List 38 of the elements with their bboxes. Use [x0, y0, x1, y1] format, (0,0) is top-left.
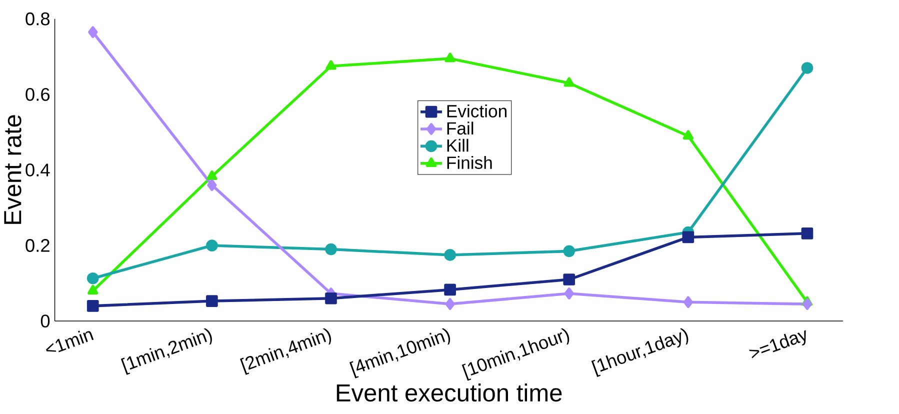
point: [444, 249, 456, 262]
y-tick-label: 0.2: [26, 239, 50, 252]
point: [206, 170, 218, 180]
point: [86, 272, 99, 284]
y-tick-label: 0: [40, 314, 50, 328]
legend-label: Eviction: [447, 104, 506, 118]
y-axis-title: Event rate: [4, 115, 22, 224]
point: [325, 244, 337, 256]
point: [801, 228, 814, 240]
point: [86, 300, 99, 312]
y-tick-label: 0.4: [26, 164, 50, 177]
point: [325, 292, 337, 305]
point: [445, 298, 455, 310]
point: [88, 26, 98, 38]
x-tick-label: <1min: [46, 330, 94, 352]
x-axis-title: Event execution time: [336, 384, 562, 402]
point: [682, 130, 694, 140]
point: [326, 60, 336, 70]
point: [563, 274, 576, 286]
x-tick-label: >=1day: [749, 330, 806, 359]
point: [682, 231, 694, 244]
point: [802, 298, 812, 310]
point: [206, 295, 218, 308]
point: [564, 288, 574, 300]
point: [564, 77, 574, 87]
legend-label: Finish: [447, 156, 492, 170]
point: [444, 52, 456, 62]
point: [444, 284, 456, 296]
point: [206, 240, 218, 252]
y-tick-label: 0.6: [26, 88, 50, 102]
point: [683, 296, 693, 308]
y-tick-label: 0.8: [26, 12, 50, 26]
legend-label: Kill: [447, 139, 468, 152]
point: [207, 179, 217, 192]
point: [801, 62, 814, 74]
legend-label: Fail: [447, 122, 474, 135]
point: [88, 285, 98, 295]
point: [563, 245, 576, 258]
